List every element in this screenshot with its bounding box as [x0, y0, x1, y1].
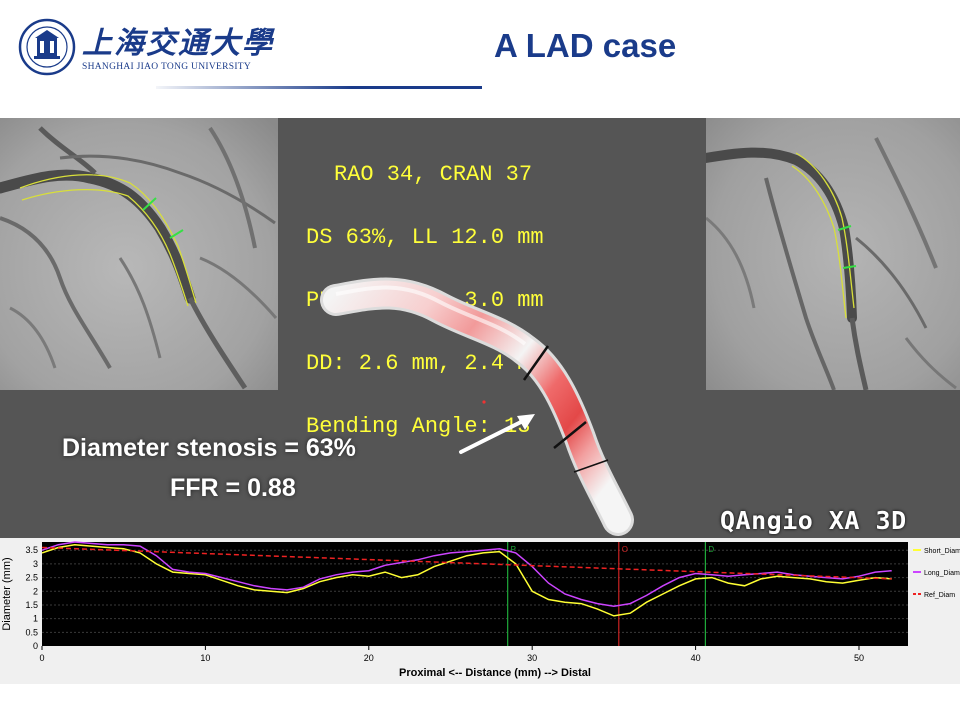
bending-angle-text: Bending Angle: 13 [306, 414, 531, 439]
title-underline [156, 86, 482, 89]
marker-label: P [511, 545, 516, 554]
x-tick-label: 20 [364, 653, 374, 663]
x-tick-label: 30 [527, 653, 537, 663]
y-tick-label: 2 [33, 586, 38, 596]
arrow-icon [459, 414, 535, 454]
y-tick-label: 0 [33, 641, 38, 651]
university-seal-icon [18, 18, 76, 76]
view-angles-text: RAO 34, CRAN 37 [334, 162, 533, 187]
university-name-cn: 上海交通大學 [82, 26, 274, 61]
x-tick-label: 0 [39, 653, 44, 663]
vessel-3d-model [320, 277, 634, 536]
x-tick-label: 10 [200, 653, 210, 663]
angiogram-left-image [0, 118, 278, 390]
angiography-viewer: RAO 34, CRAN 37 DS 63%, LL 12.0 mm PD: 3… [0, 118, 960, 538]
legend-entry: Ref_Diam [924, 592, 955, 599]
marker-label: D [708, 545, 714, 554]
y-axis-label: Diameter (mm) [1, 557, 13, 630]
slide-title: A LAD case [494, 27, 677, 64]
y-tick-label: 2.5 [25, 573, 38, 583]
diameter-profile-chart: P O D 0 10 20 30 40 50 0 0.5 1 1.5 2 2.5 3 3.5 Diamete… [1, 541, 960, 679]
legend-entry: Short_Diam [924, 548, 960, 555]
y-tick-label: 3.5 [25, 545, 38, 555]
y-tick-label: 1.5 [25, 600, 38, 610]
plot-area [42, 542, 908, 646]
series-line-ref-diam [41, 546, 892, 580]
ffr-result: FFR = 0.88 [170, 474, 296, 502]
y-tick-label: 0.5 [25, 627, 38, 637]
university-name-en: SHANGHAI JIAO TONG UNIVERSITY [82, 62, 252, 72]
stenosis-length-text: DS 63%, LL 12.0 mm [306, 225, 544, 250]
y-tick-label: 3 [33, 559, 38, 569]
series-line-short-diam [41, 543, 892, 617]
chart-legend: Short_Diam Long_Diam Ref_Diam [913, 548, 960, 599]
x-tick-label: 50 [854, 653, 864, 663]
software-brand: QAngio XA 3D [720, 506, 907, 535]
marker-label: O [622, 545, 628, 554]
diameter-stenosis-result: Diameter stenosis = 63% [62, 434, 356, 462]
angiogram-right-image [706, 118, 960, 390]
x-axis-label: Proximal <-- Distance (mm) --> Distal [399, 667, 591, 679]
legend-entry: Long_Diam [924, 570, 960, 577]
slide-header: 上海交通大學 SHANGHAI JIAO TONG UNIVERSITY A L… [0, 0, 960, 118]
x-tick-label: 40 [691, 653, 701, 663]
y-tick-label: 1 [33, 614, 38, 624]
diameter-plot-panel: P O D 0 10 20 30 40 50 0 0.5 1 1.5 2 2.5 3 3.5 Diamete… [0, 538, 960, 684]
